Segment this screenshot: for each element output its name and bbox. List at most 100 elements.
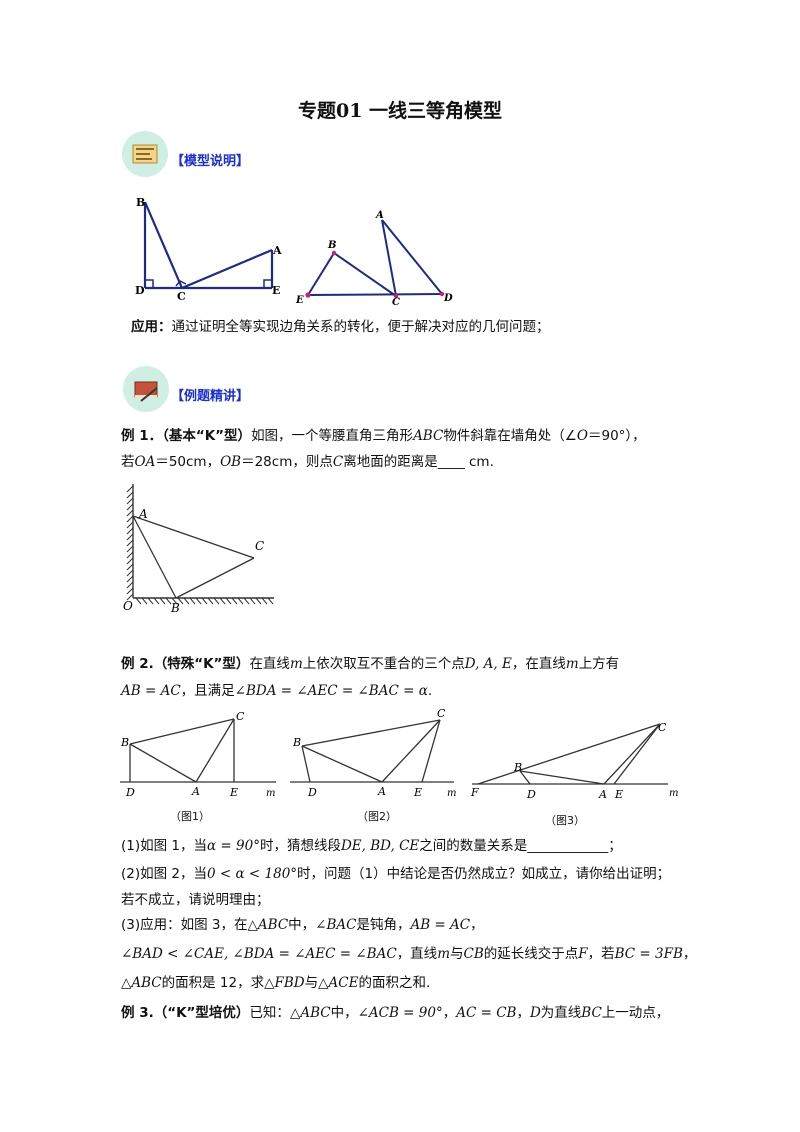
floor-hatch xyxy=(141,597,148,605)
floor-hatch xyxy=(165,597,172,605)
example-2-question-1: (1)如图 1，当α = 90°时，猜想线段DE, BD, CE之间的数量关系是… xyxy=(121,838,622,854)
example-2-question-3-line-2: ∠BAD < ∠CAE, ∠BDA = ∠AEC = ∠BAC，直线m与CB的延… xyxy=(121,946,697,962)
example-2-line-2: AB = AC，且满足∠BDA = ∠AEC = ∠BAC = α. xyxy=(121,683,433,699)
label-A: A xyxy=(138,507,148,521)
svg-text:D: D xyxy=(526,788,536,801)
example-1-line-2: 若OA＝50cm，OB＝28cm，则点C离地面的距离是____ cm. xyxy=(121,454,494,470)
label-D: D xyxy=(443,293,453,304)
floor-hatch xyxy=(261,597,268,605)
label-B: B xyxy=(170,601,180,615)
floor-hatch xyxy=(225,597,232,605)
caption-figure-1: （图1） xyxy=(170,810,210,823)
floor-hatch xyxy=(237,597,244,605)
k-model-general-figure: A B E C D xyxy=(295,210,453,307)
wall-hatch xyxy=(126,503,134,511)
caption-figure-2: （图2） xyxy=(357,810,397,823)
example-3-line-1: 例 3.（“K”型培优）已知：△ABC中，∠ACB = 90°，AC = CB，… xyxy=(121,1005,670,1021)
floor-hatch xyxy=(249,597,256,605)
label-E: E xyxy=(295,295,304,306)
section-model-explanation: 【模型说明】 xyxy=(171,154,250,169)
example-2-question-3: (3)应用：如图 3，在△ABC中，∠BAC是钝角，AB = AC， xyxy=(121,917,484,933)
floor-hatch xyxy=(135,597,142,605)
floor-hatch xyxy=(243,597,250,605)
label-O: O xyxy=(123,599,133,613)
example-2-question-2-cont: 若不成立，请说明理由； xyxy=(121,892,270,908)
floor-hatch xyxy=(153,597,160,605)
floor-hatch xyxy=(171,597,178,605)
label-A: A xyxy=(272,244,282,257)
svg-text:m: m xyxy=(266,788,275,799)
floor-hatch xyxy=(267,597,274,605)
wall-hatch xyxy=(126,485,134,493)
svg-text:C: C xyxy=(437,707,446,720)
application-label: 应用： xyxy=(131,319,172,335)
svg-text:m: m xyxy=(669,788,678,799)
floor-hatch xyxy=(147,597,154,605)
svg-text:E: E xyxy=(614,788,623,801)
example-2-question-3-line-3: △ABC的面积是 12，求△FBD与△ACE的面积之和. xyxy=(121,975,431,991)
wall-hatch xyxy=(126,569,134,577)
svg-text:E: E xyxy=(413,786,422,799)
wall-hatch xyxy=(126,563,134,571)
wall-hatch xyxy=(126,557,134,565)
floor-hatch xyxy=(255,597,262,605)
floor-hatch xyxy=(213,597,220,605)
label-A: A xyxy=(375,210,384,221)
wall-hatch xyxy=(126,533,134,541)
wall-hatch xyxy=(126,551,134,559)
floor-hatch xyxy=(177,597,184,605)
floor-hatch xyxy=(231,597,238,605)
label-C: C xyxy=(255,539,264,553)
example-1-heading: 例 1．（基本“K”型） xyxy=(121,428,252,444)
svg-text:D: D xyxy=(125,786,135,799)
page-title: 专题01 一线三等角模型 xyxy=(297,100,503,122)
svg-text:E: E xyxy=(229,786,238,799)
wall-hatch xyxy=(126,491,134,499)
svg-text:A: A xyxy=(377,785,386,798)
wall-hatch xyxy=(126,515,134,523)
svg-text:B: B xyxy=(120,736,129,749)
wall-corner-triangle-figure: A C O B xyxy=(123,484,274,615)
application-text: 通过证明全等实现边角关系的转化，便于解决对应的几何问题； xyxy=(171,319,550,335)
example-2-line-1: 例 2.（特殊“K”型）在直线m上依次取互不重合的三个点D, A, E，在直线m… xyxy=(121,656,620,672)
wall-hatch xyxy=(126,509,134,517)
wall-hatch xyxy=(126,521,134,529)
example-1-line-1: 例 1．（基本“K”型）如图，一个等腰直角三角形ABC物件斜靠在墙角处（∠O＝9… xyxy=(121,428,646,444)
floor-hatch xyxy=(189,597,196,605)
book-icon xyxy=(123,366,169,412)
floor-hatch xyxy=(201,597,208,605)
label-C: C xyxy=(392,297,400,307)
svg-text:A: A xyxy=(598,788,607,801)
label-B: B xyxy=(136,196,145,209)
wall-hatch xyxy=(126,581,134,589)
label-E: E xyxy=(272,284,280,297)
k-model-right-angle-figure: B A D C E xyxy=(135,196,282,302)
label-D: D xyxy=(135,284,145,297)
svg-text:A: A xyxy=(191,785,200,798)
label-C: C xyxy=(177,290,186,302)
svg-text:B: B xyxy=(513,761,522,774)
floor-hatch xyxy=(207,597,214,605)
wall-hatch xyxy=(126,497,134,505)
notebook-icon xyxy=(122,131,168,177)
svg-text:D: D xyxy=(307,786,317,799)
example-2-figure-1: B C D A E m xyxy=(120,710,276,799)
example-2-heading: 例 2.（特殊“K”型） xyxy=(121,656,250,672)
example-2-figure-3: B C F D A E m xyxy=(470,721,678,801)
svg-text:B: B xyxy=(292,736,301,749)
example-2-figure-2: B C D A E m xyxy=(290,707,456,799)
floor-hatch xyxy=(183,597,190,605)
wall-hatch xyxy=(126,545,134,553)
svg-text:m: m xyxy=(447,788,456,799)
section-example-lectures: 【例题精讲】 xyxy=(171,389,250,404)
label-B: B xyxy=(327,240,336,251)
application-paragraph: 应用：通过证明全等实现边角关系的转化，便于解决对应的几何问题； xyxy=(131,317,550,337)
wall-hatch xyxy=(126,575,134,583)
floor-hatch xyxy=(159,597,166,605)
wall-hatch xyxy=(126,587,134,595)
example-2-question-2: (2)如图 2，当0 < α < 180°时，问题（1）中结论是否仍然成立？如成… xyxy=(121,866,671,882)
wall-hatch xyxy=(126,593,134,601)
wall-hatch xyxy=(126,527,134,535)
floor-hatch xyxy=(219,597,226,605)
svg-text:C: C xyxy=(658,721,667,734)
